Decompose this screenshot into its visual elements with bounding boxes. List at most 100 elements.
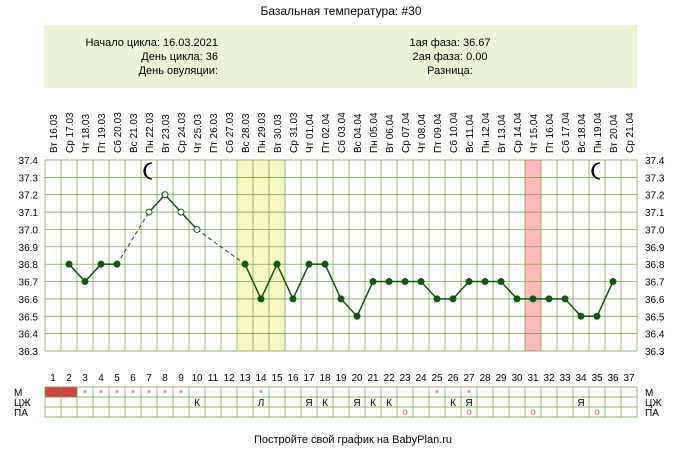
row-label: ПА	[14, 408, 28, 419]
cm-mark: Л	[258, 398, 265, 409]
day-number: 18	[319, 373, 331, 384]
y-tick-labels: 37.4 37.4 37.3 37.3 37.2 37.2 37.1 37.1 37.0 37.0…	[19, 156, 665, 358]
date-label: Чт 01.04	[305, 114, 316, 153]
data-point	[97, 260, 105, 268]
row-label: ЦЖ	[14, 398, 31, 409]
date-label: Пт 02.04	[321, 113, 332, 153]
data-point	[257, 295, 265, 303]
y-tick-label: 36.3	[645, 347, 665, 358]
day-number: 37	[623, 373, 635, 384]
y-tick-label: 36.7	[645, 278, 665, 289]
day-number: 19	[335, 373, 347, 384]
row-label: М	[14, 388, 22, 399]
series-segment	[340, 298, 358, 317]
series-segment	[116, 211, 150, 265]
day-number: 35	[591, 373, 603, 384]
day-number: 11	[208, 373, 219, 384]
date-label: Ср 31.03	[289, 112, 300, 153]
day-number: 31	[527, 373, 539, 384]
y-tick-label: 37.4	[645, 156, 665, 167]
plot-grid	[44, 159, 638, 352]
date-label: Вс 11.04	[465, 114, 476, 153]
star-mark: *	[435, 388, 440, 400]
series-segment	[164, 194, 182, 213]
day-number: 17	[303, 373, 315, 384]
y-tick-label: 37.2	[645, 191, 665, 202]
footer-link[interactable]: Постройте свой график на BabyPlan.ru	[254, 434, 452, 446]
day-number: 12	[223, 373, 235, 384]
y-tick-label: 37.4	[19, 156, 39, 167]
row-label: ПА	[645, 408, 659, 419]
star-mark: *	[259, 388, 264, 400]
day-number: 8	[162, 373, 168, 384]
day-number: 24	[415, 373, 427, 384]
data-point	[593, 312, 601, 320]
data-point	[449, 295, 457, 303]
data-point	[161, 191, 169, 199]
data-point	[305, 260, 313, 268]
date-label: Пт 09.04	[433, 113, 444, 153]
day-number: 4	[98, 373, 104, 384]
phase1: 1ая фаза: 36.67	[409, 37, 490, 49]
series-segment	[84, 263, 102, 283]
data-point	[145, 208, 153, 216]
data-point	[433, 295, 441, 303]
y-tick-label: 36.9	[19, 243, 39, 254]
date-labels: Вт 16.03 Ср 17.03 Чт 18.03 Пт 19.03 Сб 20.03…	[49, 112, 636, 153]
y-tick-label: 37.1	[645, 208, 665, 219]
row-label: ЦЖ	[645, 398, 662, 409]
date-label: Сб 27.03	[224, 112, 236, 153]
date-label: Пт 26.03	[209, 113, 220, 153]
date-label: Чт 18.03	[81, 114, 92, 153]
date-label: Вт 23.03	[161, 114, 172, 153]
date-label: Чт 15.04	[529, 114, 540, 153]
date-label: Вт 06.04	[385, 114, 396, 153]
y-tick-label: 37.3	[645, 173, 665, 184]
day-number: 25	[431, 373, 443, 384]
day-number: 10	[191, 373, 203, 384]
day-number: 21	[367, 373, 379, 384]
page-title: Базальная температура: #30	[260, 4, 421, 18]
data-point	[497, 278, 505, 286]
cm-mark: Я	[465, 398, 472, 409]
data-point	[577, 312, 585, 320]
cm-mark: К	[322, 398, 328, 409]
data-point	[241, 260, 249, 268]
series-segment	[276, 263, 294, 300]
data-point	[65, 260, 73, 268]
day-number: 9	[178, 373, 184, 384]
day-number: 29	[495, 373, 507, 384]
y-tick-label: 36.7	[19, 278, 39, 289]
cycle-start: Начало цикла: 16.03.2021	[86, 37, 218, 49]
cm-mark: К	[194, 398, 200, 409]
day-number: 6	[130, 373, 136, 384]
day-number: 5	[114, 373, 120, 384]
date-label: Вс 28.03	[241, 113, 252, 153]
star-mark: *	[179, 388, 184, 400]
row-label: М	[645, 388, 653, 399]
data-point	[465, 278, 473, 286]
data-point	[401, 278, 409, 286]
date-label: Сб 17.04	[560, 112, 572, 153]
info-box	[44, 25, 637, 88]
data-point	[289, 295, 297, 303]
y-tick-label: 36.4	[645, 330, 665, 341]
highlight-bands	[237, 160, 541, 351]
y-tick-label: 36.8	[645, 260, 665, 271]
cm-mark: К	[450, 398, 456, 409]
day-number: 3	[82, 373, 88, 384]
star-mark: *	[163, 388, 168, 400]
series-segment	[68, 263, 86, 283]
menses-cell	[45, 387, 61, 397]
day-number: 7	[146, 373, 152, 384]
data-point	[193, 225, 201, 233]
date-label: Ср 24.03	[177, 112, 188, 153]
date-label: Ср 07.04	[401, 112, 412, 153]
y-tick-label: 36.5	[19, 312, 39, 323]
day-number: 27	[463, 373, 475, 384]
y-tick-label: 37.0	[19, 225, 39, 236]
cm-mark: Я	[305, 398, 312, 409]
day-number: 34	[575, 373, 587, 384]
date-label: Ср 21.04	[625, 112, 636, 153]
